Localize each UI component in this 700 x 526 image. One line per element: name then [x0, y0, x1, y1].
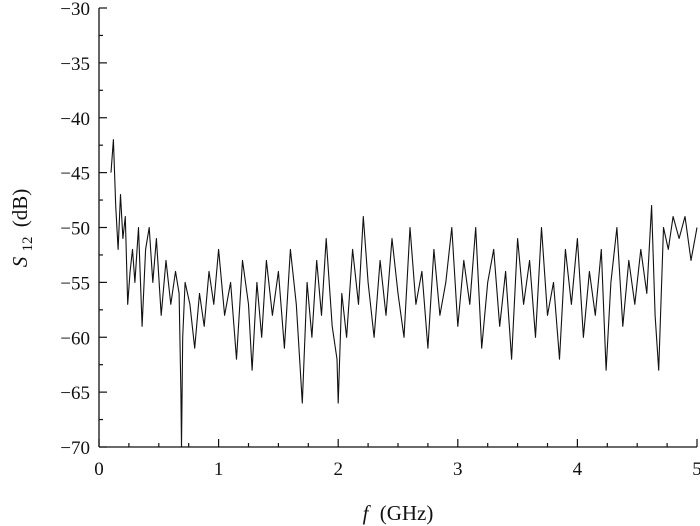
- y-tick-label: −35: [60, 54, 90, 75]
- y-axis-variable: S: [8, 256, 32, 267]
- y-axis-label: S 12 (dB): [8, 189, 37, 268]
- y-tick-label: −50: [60, 219, 90, 240]
- y-axis-subscript: 12: [20, 237, 36, 252]
- plot-traces: [110, 139, 698, 448]
- y-tick-label: −65: [60, 383, 90, 404]
- y-minor-ticks: [99, 34, 103, 421]
- y-tick-label: −55: [60, 273, 90, 294]
- x-axis-variable: f: [363, 501, 372, 525]
- series-line: [110, 139, 698, 448]
- x-tick-label: 4: [573, 459, 583, 480]
- x-tick-label: 1: [214, 459, 224, 480]
- x-tick-label: 3: [453, 459, 463, 480]
- y-tick-label: −40: [60, 109, 90, 130]
- y-axis-unit: (dB): [8, 189, 32, 228]
- x-minor-ticks: [128, 443, 668, 447]
- y-tick-label: −45: [60, 164, 90, 185]
- x-tick-label: 0: [94, 459, 104, 480]
- x-tick-label: 2: [333, 459, 343, 480]
- y-tick-label: −60: [60, 328, 90, 349]
- y-axis-ticks: −70 −65 −60 −55 −50 −45 −40 −35 −30: [60, 0, 107, 459]
- x-axis-ticks: 0 1 2 3 4 5: [94, 439, 700, 480]
- x-axis-unit: (GHz): [380, 501, 434, 525]
- y-tick-label: −70: [60, 438, 90, 459]
- x-axis-label: f (GHz): [363, 501, 434, 525]
- y-tick-label: −30: [60, 0, 90, 20]
- x-tick-label: 5: [692, 459, 700, 480]
